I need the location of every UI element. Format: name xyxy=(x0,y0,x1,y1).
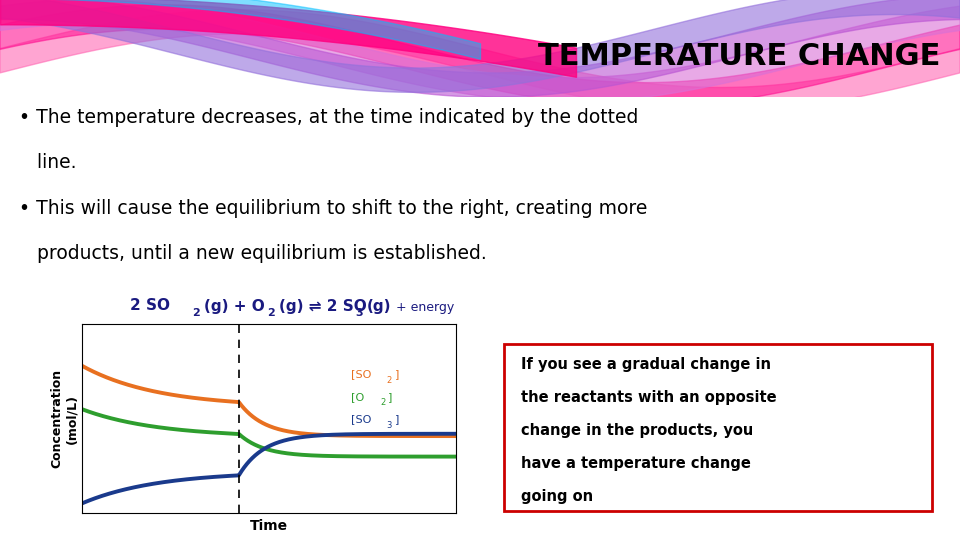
Text: ]: ] xyxy=(388,392,393,402)
Text: 2: 2 xyxy=(192,308,200,318)
Polygon shape xyxy=(0,0,960,102)
Text: have a temperature change: have a temperature change xyxy=(521,456,751,471)
Polygon shape xyxy=(0,0,960,92)
Text: TEMPERATURE CHANGE: TEMPERATURE CHANGE xyxy=(539,42,941,71)
Text: 2 SO: 2 SO xyxy=(130,299,170,314)
Text: ]: ] xyxy=(395,414,399,424)
Polygon shape xyxy=(0,0,960,97)
Y-axis label: Concentration
(mol/L): Concentration (mol/L) xyxy=(51,369,79,468)
Text: If you see a gradual change in: If you see a gradual change in xyxy=(521,357,771,373)
FancyBboxPatch shape xyxy=(504,343,932,511)
Text: 2: 2 xyxy=(387,376,392,384)
Text: 2: 2 xyxy=(380,399,385,407)
Text: [O: [O xyxy=(351,392,365,402)
Text: (g) + O: (g) + O xyxy=(204,299,265,314)
Text: 3: 3 xyxy=(387,421,392,430)
Polygon shape xyxy=(0,5,960,107)
Text: line.: line. xyxy=(19,153,77,172)
Text: [SO: [SO xyxy=(351,369,372,379)
Text: going on: going on xyxy=(521,489,593,504)
Text: the reactants with an opposite: the reactants with an opposite xyxy=(521,390,777,406)
Text: 3: 3 xyxy=(355,308,363,318)
Text: (g): (g) xyxy=(367,299,392,314)
Text: ]: ] xyxy=(395,369,399,379)
Text: (g) ⇌ 2 SO: (g) ⇌ 2 SO xyxy=(279,299,367,314)
Text: [SO: [SO xyxy=(351,414,372,424)
Text: 2: 2 xyxy=(267,308,275,318)
X-axis label: Time: Time xyxy=(250,518,288,532)
Text: • The temperature decreases, at the time indicated by the dotted: • The temperature decreases, at the time… xyxy=(19,108,638,127)
Text: products, until a new equilibrium is established.: products, until a new equilibrium is est… xyxy=(19,244,487,262)
Text: change in the products, you: change in the products, you xyxy=(521,423,754,438)
Text: + energy: + energy xyxy=(396,300,454,314)
Polygon shape xyxy=(0,10,960,112)
Text: • This will cause the equilibrium to shift to the right, creating more: • This will cause the equilibrium to shi… xyxy=(19,199,648,218)
